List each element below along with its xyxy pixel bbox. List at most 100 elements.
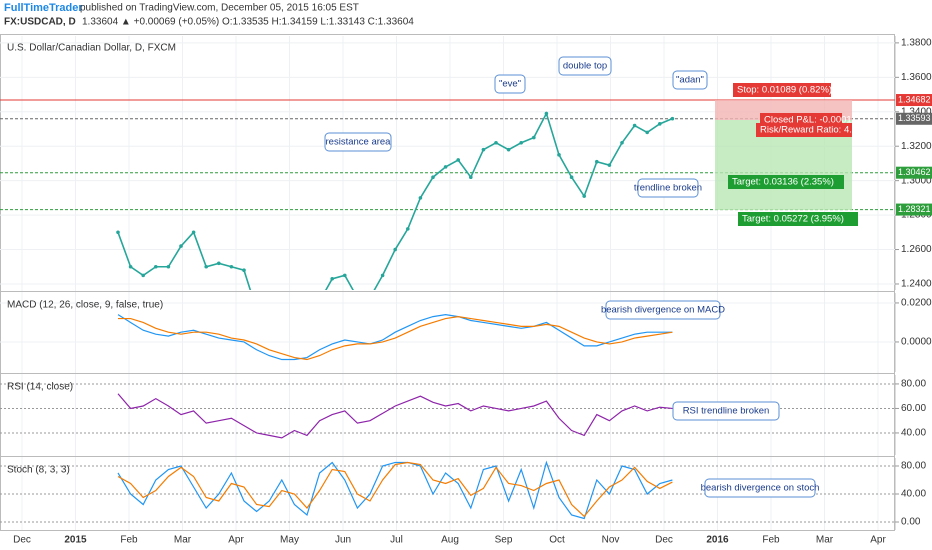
- y-tick-label: 1.32000: [901, 141, 932, 152]
- target1-label: Target: 0.03136 (2.35%): [732, 177, 834, 188]
- y-tick-label: 80.00: [901, 461, 926, 472]
- callout-box: [637, 178, 699, 198]
- close-point: [582, 194, 586, 198]
- close-point: [481, 147, 486, 152]
- y-tick-label: 1.36000: [901, 72, 932, 83]
- y-tick-label: 1.24000: [901, 279, 932, 290]
- close-point: [494, 140, 498, 145]
- panel-title: RSI (14, close): [7, 382, 73, 393]
- close-point: [557, 153, 561, 157]
- close-point: [469, 175, 473, 180]
- close-point: [191, 230, 196, 235]
- close-point: [443, 165, 448, 169]
- callout-text: bearish divergence on MACD: [601, 305, 725, 316]
- target2-label-bg: [738, 212, 858, 226]
- close-point: [544, 111, 549, 116]
- close-point: [406, 227, 410, 231]
- plot: [117, 314, 673, 361]
- x-tick-label: Jun: [335, 535, 351, 546]
- stop-label: Stop: 0.01089 (0.82%): [737, 85, 832, 96]
- close-point: [595, 159, 599, 164]
- level-label-bg: [896, 203, 932, 216]
- y-tick-label: 60.00: [901, 403, 926, 414]
- close-point: [242, 268, 246, 272]
- x-tick-label: 2016: [706, 535, 729, 546]
- x-tick-label: Oct: [549, 535, 565, 546]
- series-line: [118, 315, 673, 361]
- y-tick-label: 40.00: [901, 489, 926, 500]
- x-tick-label: Aug: [441, 535, 459, 546]
- target1-label-bg: [728, 175, 844, 189]
- close-point: [569, 175, 574, 180]
- ratio-label-bg: [756, 123, 852, 137]
- close-point: [645, 130, 649, 135]
- close-point: [166, 264, 171, 269]
- stop-label-bg: [733, 83, 831, 97]
- close-point: [632, 123, 637, 128]
- series-line: [117, 314, 673, 361]
- close-point: [217, 261, 221, 266]
- series-line: [117, 460, 673, 520]
- close-point: [456, 158, 461, 162]
- y-tick-label: 40.00: [901, 428, 926, 439]
- y-tick-label: 1.38000: [901, 38, 932, 49]
- callout-text: double top: [563, 61, 607, 72]
- callout-text: "eve": [499, 79, 521, 90]
- symbol: FX:USDCAD, D: [4, 17, 76, 28]
- close-point: [128, 264, 133, 269]
- x-tick-label: Feb: [120, 535, 138, 546]
- plot: [117, 460, 673, 520]
- y-tick-label: 1.30000: [901, 175, 932, 186]
- y-tick-label: 0.00: [901, 517, 921, 528]
- x-tick-label: Apr: [228, 535, 244, 546]
- x-tick-label: Jul: [390, 535, 403, 546]
- x-tick-label: Dec: [655, 535, 673, 546]
- level-label: 1.30462: [898, 167, 931, 177]
- callout-box: [672, 401, 780, 421]
- callout-text: "adan": [676, 75, 704, 86]
- close-point: [519, 140, 523, 145]
- y-tick-label: 1.26000: [901, 244, 932, 255]
- close-point: [658, 122, 662, 126]
- level-label-bg: [896, 112, 932, 125]
- y-tick-label: 1.34000: [901, 106, 932, 117]
- target2-label: Target: 0.05272 (3.95%): [742, 214, 844, 225]
- close-point: [204, 264, 208, 269]
- close-point: [229, 264, 234, 269]
- close-point: [141, 273, 145, 278]
- panel-title: Stoch (8, 3, 3): [7, 465, 70, 476]
- x-tick-label: Dec: [13, 535, 31, 546]
- close-point: [154, 264, 158, 269]
- close-point: [418, 196, 423, 200]
- level-label: 1.28321: [898, 204, 931, 214]
- callout-box: [672, 70, 708, 90]
- level-label: 1.34682: [898, 94, 931, 104]
- plot: [117, 393, 673, 439]
- x-tick-label: Feb: [762, 535, 780, 546]
- y-tick-label: 0.0200: [901, 298, 932, 309]
- callout-box: [324, 132, 392, 152]
- series-line: [117, 461, 673, 518]
- y-tick-label: 0.0000: [901, 337, 932, 348]
- close-point: [431, 175, 435, 180]
- callout-box: [494, 74, 526, 94]
- close-point: [607, 163, 612, 167]
- close-point: [343, 273, 347, 278]
- x-tick-label: Sep: [495, 535, 513, 546]
- panel-title: U.S. Dollar/Canadian Dollar, D, FXCM: [7, 43, 176, 54]
- x-tick-label: Apr: [870, 535, 886, 546]
- close-point: [380, 273, 385, 278]
- callout-text: trendline broken: [634, 183, 702, 194]
- x-tick-label: May: [280, 535, 299, 546]
- x-tick-label: 2015: [64, 535, 87, 546]
- close-point: [670, 116, 675, 121]
- quote: 1.33604 ▲ +0.00069 (+0.05%) O:1.33535 H:…: [82, 17, 414, 28]
- x-tick-label: Mar: [174, 535, 192, 546]
- x-tick-label: Mar: [816, 535, 834, 546]
- callout-text: RSI trendline broken: [683, 406, 770, 417]
- callout-box: [704, 478, 816, 498]
- author[interactable]: FullTimeTrader: [4, 2, 83, 14]
- close-point: [506, 147, 511, 152]
